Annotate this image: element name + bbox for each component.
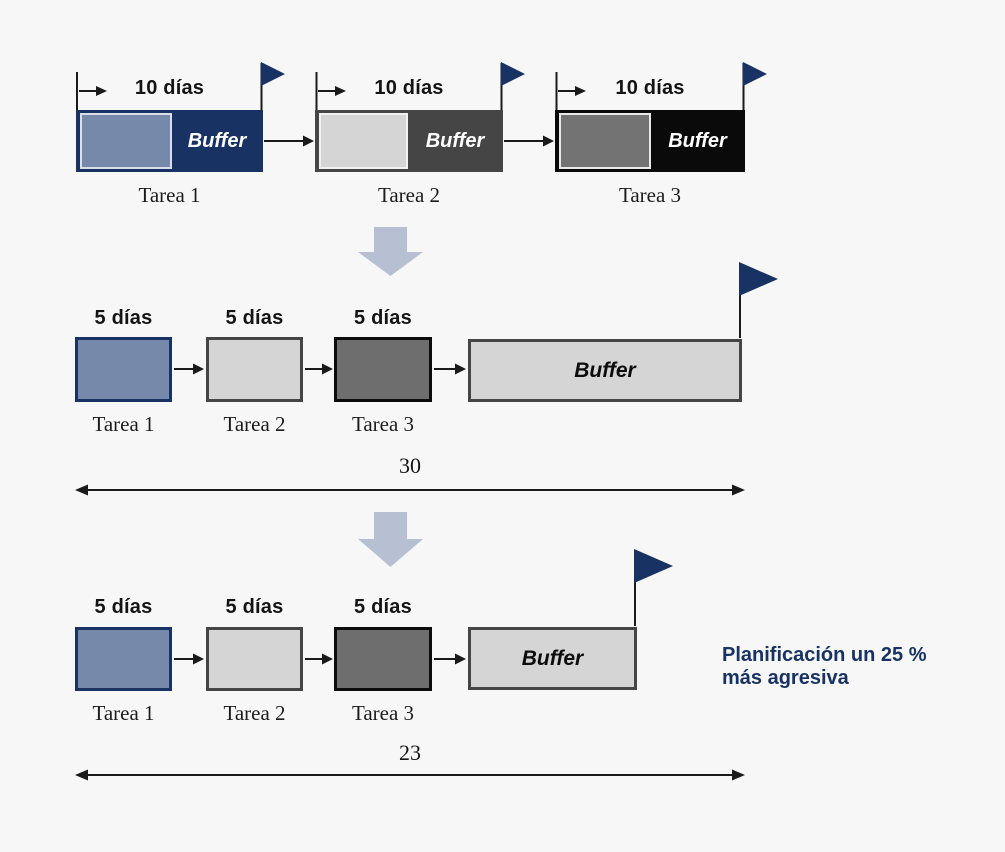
task-name-label: Tarea 3 bbox=[351, 412, 415, 436]
task-box bbox=[75, 627, 172, 691]
buffer-segment-label: Buffer bbox=[425, 129, 485, 152]
milestone-flag-icon bbox=[739, 262, 778, 296]
duration-label: 5 días bbox=[354, 307, 412, 329]
double-headed-arrow-icon bbox=[75, 769, 88, 781]
duration-label: 10 días bbox=[374, 77, 444, 99]
aggressive-planning-note-line2: más agresiva bbox=[722, 667, 849, 689]
task-with-buffer-box: Buffer bbox=[315, 110, 503, 172]
thick-down-arrow-icon bbox=[358, 512, 423, 567]
project-buffer-box: Buffer bbox=[468, 627, 637, 690]
task-name-label: Tarea 2 bbox=[223, 412, 286, 436]
buffer-segment-label: Buffer bbox=[668, 129, 727, 152]
task-box bbox=[334, 337, 432, 402]
task-name-label: Tarea 3 bbox=[351, 701, 415, 725]
duration-label: 5 días bbox=[225, 596, 284, 618]
milestone-flag-icon bbox=[634, 549, 673, 583]
double-headed-arrow-icon bbox=[732, 484, 745, 496]
task-with-buffer-box: Buffer bbox=[76, 110, 263, 172]
task-name-label: Tarea 2 bbox=[223, 701, 286, 725]
total-duration-label: 30 bbox=[399, 453, 421, 478]
duration-label: 10 días bbox=[134, 77, 205, 99]
thick-down-arrow-icon bbox=[358, 227, 423, 276]
right-arrow-icon bbox=[193, 653, 204, 665]
task-name-label: Tarea 1 bbox=[138, 183, 201, 207]
duration-label: 10 días bbox=[615, 77, 685, 99]
duration-label: 5 días bbox=[94, 307, 153, 329]
project-buffer-box: Buffer bbox=[468, 339, 742, 402]
task-box bbox=[206, 337, 303, 402]
right-arrow-icon bbox=[322, 363, 333, 375]
task-work-fill bbox=[319, 113, 408, 169]
task-box bbox=[334, 627, 432, 691]
right-arrow-icon bbox=[303, 135, 314, 147]
task-name-label: Tarea 1 bbox=[92, 412, 155, 436]
duration-label: 5 días bbox=[354, 596, 412, 618]
task-work-fill bbox=[80, 113, 172, 169]
task-box bbox=[206, 627, 303, 691]
right-arrow-icon bbox=[455, 363, 466, 375]
duration-label: 5 días bbox=[94, 596, 153, 618]
aggressive-planning-note: Planificación un 25 % más agresiva bbox=[722, 644, 982, 690]
right-arrow-icon bbox=[543, 135, 554, 147]
total-duration-label: 23 bbox=[399, 740, 421, 765]
task-box bbox=[75, 337, 172, 402]
right-arrow-icon bbox=[455, 653, 466, 665]
right-arrow-icon bbox=[322, 653, 333, 665]
task-work-fill bbox=[559, 113, 651, 169]
milestone-flag-icon bbox=[261, 62, 285, 86]
task-name-label: Tarea 3 bbox=[618, 183, 682, 207]
double-headed-arrow-icon bbox=[732, 769, 745, 781]
milestone-flag-icon bbox=[743, 62, 767, 86]
aggressive-planning-note-line1: Planificación un 25 % bbox=[722, 644, 927, 666]
right-arrow-icon bbox=[193, 363, 204, 375]
task-name-label: Tarea 1 bbox=[92, 701, 155, 725]
buffer-segment-label: Buffer bbox=[187, 129, 247, 152]
milestone-flag-icon bbox=[501, 62, 525, 86]
duration-label: 5 días bbox=[225, 307, 284, 329]
task-name-label: Tarea 2 bbox=[377, 183, 441, 207]
task-with-buffer-box: Buffer bbox=[555, 110, 745, 172]
double-headed-arrow-icon bbox=[75, 484, 88, 496]
